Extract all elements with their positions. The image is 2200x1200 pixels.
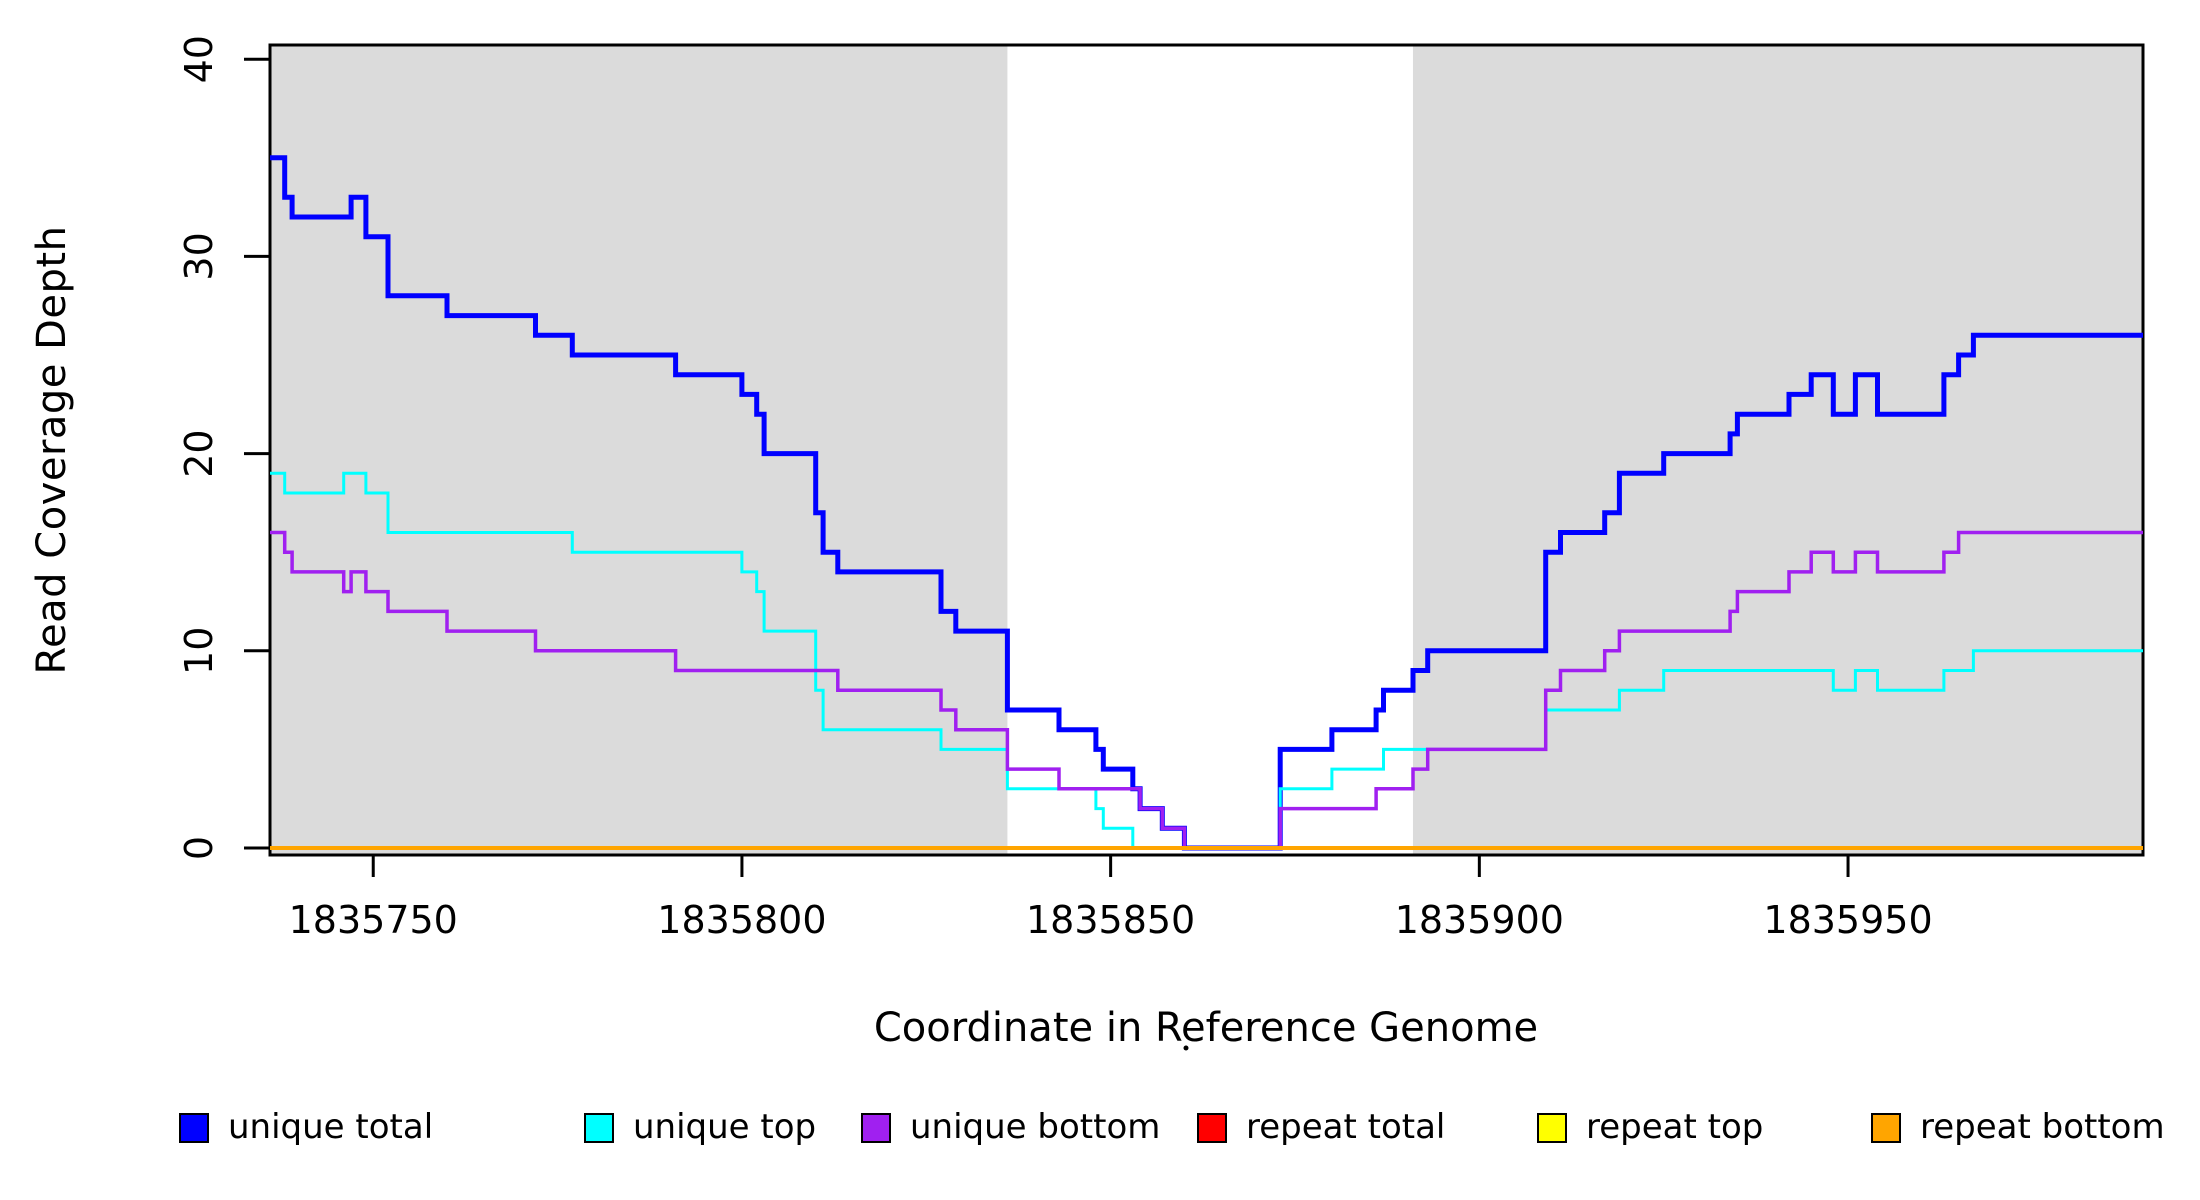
legend-label-unique-total: unique total [228, 1107, 433, 1147]
legend-label-repeat-total: repeat total [1246, 1107, 1445, 1147]
shaded-region-1 [270, 45, 1008, 855]
x-tick-label: 1835900 [1395, 898, 1564, 942]
x-axis-title: Coordinate in Reference Genome [873, 1005, 1539, 1051]
y-tick-label: 20 [177, 429, 221, 477]
legend-swatch-unique-top [584, 1113, 614, 1143]
y-tick-label: 10 [177, 627, 221, 675]
x-tick-label: 1835850 [1026, 898, 1195, 942]
legend-label-repeat-top: repeat top [1586, 1107, 1763, 1147]
shaded-region-2 [1412, 45, 2143, 855]
legend-swatch-unique-total [179, 1113, 209, 1143]
y-tick-label: 0 [177, 836, 221, 860]
x-tick-label: 1835800 [657, 898, 826, 942]
y-tick-label: 30 [177, 232, 221, 280]
plot-frame [268, 43, 2145, 857]
legend-swatch-repeat-bottom [1871, 1113, 1901, 1143]
series-line-unique-top [270, 471, 2143, 850]
legend-label-repeat-bottom: repeat bottom [1920, 1107, 2165, 1147]
x-tick-label: 1835950 [1763, 898, 1932, 942]
legend-label-unique-top: unique top [633, 1107, 816, 1147]
x-tick-label: 1835750 [289, 898, 458, 942]
legend-swatch-unique-bottom [861, 1113, 891, 1143]
legend-swatch-repeat-top [1537, 1113, 1567, 1143]
y-axis-title: Read Coverage Depth [29, 225, 75, 675]
stray-dot [1183, 1045, 1189, 1051]
legend-label-unique-bottom: unique bottom [910, 1107, 1160, 1147]
legend-swatch-repeat-total [1197, 1113, 1227, 1143]
y-tick-label: 40 [177, 35, 221, 83]
